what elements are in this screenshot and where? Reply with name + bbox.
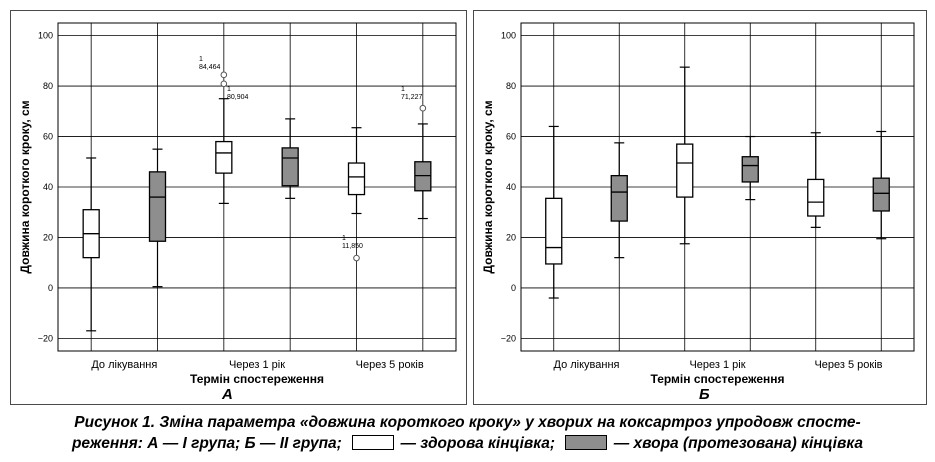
y-tick-label: −20 <box>38 333 53 343</box>
y-tick-label: 40 <box>43 182 53 192</box>
caption-diseased-label: — хвора (протезована) кінцівка <box>613 435 864 452</box>
x-tick-label: Через 1 рік <box>229 359 285 371</box>
y-tick-label: 40 <box>506 182 516 192</box>
chart-panel-a: 100 80 60 40 20 0 −20 До лікування Через 1 рік Че… <box>10 10 467 405</box>
outlier-value: 84,464 <box>199 64 221 71</box>
box-healthy <box>676 143 694 198</box>
x-tick-label: Через 1 рік <box>689 359 745 371</box>
y-tick-label: 100 <box>501 31 516 41</box>
y-tick-label: 60 <box>506 132 516 142</box>
caption-line-1: Рисунок 1. Зміна параметра «довжина коро… <box>74 414 861 431</box>
outlier-value: 11,850 <box>342 243 363 250</box>
outlier-id: 1 <box>227 86 231 93</box>
box-diseased <box>281 147 299 187</box>
y-tick-label: 20 <box>43 232 53 242</box>
outlier-id: 1 <box>199 56 203 63</box>
y-tick-label: 60 <box>43 132 53 142</box>
caption-healthy-label: — здорова кінцівка; <box>400 435 556 452</box>
box-healthy <box>347 162 366 196</box>
outlier-point <box>353 254 360 262</box>
plot-area <box>57 22 457 352</box>
box-diseased <box>741 156 759 183</box>
outlier-value: 80,904 <box>227 94 249 101</box>
box-diseased <box>872 177 890 212</box>
y-tick-label: 80 <box>43 81 53 91</box>
x-tick-label: До лікування <box>554 359 620 371</box>
outlier-value: 71,227 <box>401 94 423 101</box>
y-tick-label: 20 <box>506 232 516 242</box>
x-axis-title: Термін спостереження <box>190 372 324 386</box>
outlier-id: 1 <box>342 235 346 242</box>
figure-caption: Рисунок 1. Зміна параметра «довжина коро… <box>0 412 935 454</box>
y-tick-label: −20 <box>501 333 516 343</box>
y-tick-label: 80 <box>506 81 516 91</box>
x-tick-label: До лікування <box>91 359 157 371</box>
outlier-id: 1 <box>401 86 405 93</box>
x-tick-label: Через 5 років <box>814 359 882 371</box>
legend-swatch-healthy <box>352 435 395 450</box>
y-tick-label: 0 <box>511 283 516 293</box>
y-tick-label: 100 <box>38 31 53 41</box>
panel-label-a: А <box>222 386 233 403</box>
chart-panel-b: 100 80 60 40 20 0 −20 До лікування Через 1 рік Че… <box>473 10 927 405</box>
outlier-point <box>220 80 228 88</box>
legend-swatch-diseased <box>565 435 608 450</box>
outlier-point <box>419 104 427 112</box>
outlier-point <box>220 71 228 79</box>
y-axis-title: Довжина короткого кроку, см <box>481 100 495 273</box>
x-axis-title: Термін спостереження <box>650 372 784 386</box>
y-tick-label: 0 <box>48 283 53 293</box>
box-healthy <box>215 140 233 174</box>
y-axis-title: Довжина короткого кроку, см <box>18 100 32 273</box>
box-healthy <box>807 178 825 217</box>
caption-line-2: реження: А — І група; Б — ІІ група; — зд… <box>0 433 935 454</box>
caption-groups: реження: А — І група; Б — ІІ група; <box>71 435 342 452</box>
box-diseased <box>610 174 628 222</box>
box-diseased <box>148 171 167 242</box>
plot-area <box>520 22 915 352</box>
box-plot-b: 100 80 60 40 20 0 −20 До лікування Через 1 рік Че… <box>481 22 915 386</box>
panel-label-b: Б <box>699 386 710 403</box>
box-plot-a: 100 80 60 40 20 0 −20 До лікування Через 1 рік Че… <box>18 22 457 386</box>
x-tick-label: Через 5 років <box>356 359 424 371</box>
box-healthy <box>545 197 563 265</box>
